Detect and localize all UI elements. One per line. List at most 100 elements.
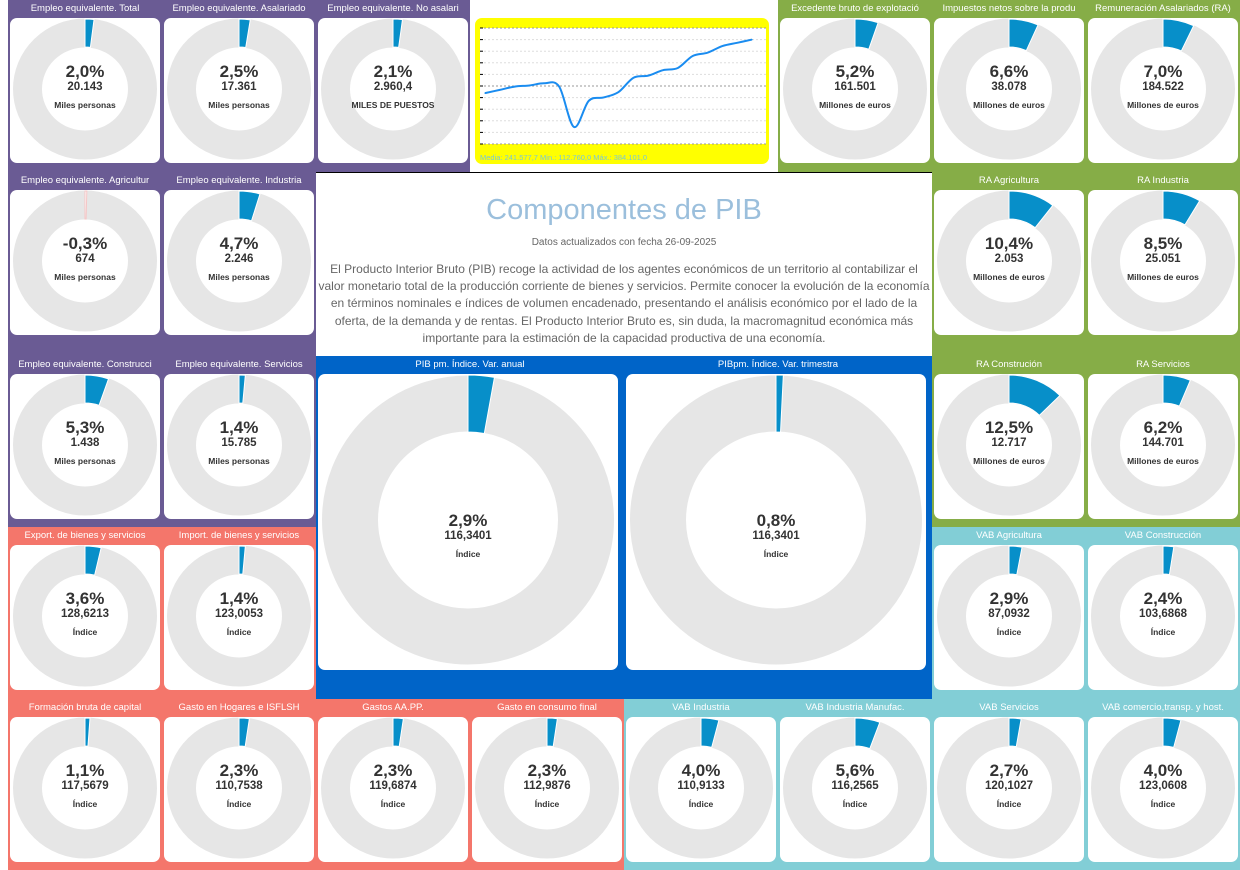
donut-value-arc [854, 717, 881, 750]
donut-value-arc [1162, 545, 1175, 576]
donut-value-arc [1008, 545, 1023, 576]
sparkline-stats: Media: 241.577,7 Min.: 112.760,0 Máx.: 3… [480, 153, 648, 162]
donut-value-arc [238, 717, 250, 748]
gauge-title: Import. de bienes y servicios [178, 530, 300, 541]
gauge-unit: Índice [996, 627, 1022, 637]
gauge-card: 1,4% 15.785 Miles personas [164, 374, 314, 519]
gauge-title: Empleo equivalente. Total [30, 3, 140, 14]
gauge-unit: Miles personas [54, 100, 116, 110]
gauge-percent: 1,1% [65, 761, 105, 780]
gauge-card: 12,5% 12.717 Millones de euros [934, 374, 1084, 519]
gauge-card: 2,9% 87,0932 Índice [934, 545, 1084, 690]
gauge-card: 2,5% 17.361 Miles personas [164, 18, 314, 163]
donut-gauge [937, 545, 1081, 687]
gauge-card: 5,2% 161.501 Millones de euros [780, 18, 930, 163]
donut-value-arc [84, 717, 91, 747]
description: El Producto Interior Bruto (PIB) recoge … [318, 262, 930, 345]
donut-value-arc [1162, 18, 1195, 52]
donut-value-arc [1008, 374, 1061, 416]
donut-gauge [167, 190, 311, 332]
gauge-card: 4,0% 123,0608 Índice [1088, 717, 1238, 862]
sparkline-chart: Media: 241.577,7 Min.: 112.760,0 Máx.: 3… [475, 18, 769, 164]
gauge-title: PIB pm. Índice. Var. anual [415, 359, 525, 370]
gauge-unit: Índice [226, 627, 252, 637]
gauge-card: 2,0% 20.143 Miles personas [10, 18, 160, 163]
donut-value-arc [238, 190, 261, 222]
data-point [706, 52, 709, 54]
donut-value-arc [854, 18, 879, 50]
gauge-value: 2.960,4 [373, 81, 413, 93]
gauge-percent: 2,9% [989, 589, 1029, 608]
donut-gauge [13, 18, 157, 160]
gauge-unit: Millones de euros [973, 456, 1045, 466]
sparkline-plot [480, 27, 766, 145]
gauge-card: 8,5% 25.051 Millones de euros [1088, 190, 1238, 335]
donut-value-arc [467, 374, 496, 435]
gauge-percent: 2,5% [219, 62, 259, 81]
donut-value-arc [775, 374, 784, 433]
data-point [736, 42, 738, 44]
gauge-percent: 2,0% [65, 62, 105, 81]
gauge-title: RA Construción [975, 359, 1042, 370]
donut-gauge [321, 18, 465, 160]
gauge-title: RA Servicios [1136, 359, 1190, 370]
gauge-percent: -0,3% [62, 234, 108, 253]
gauge-percent: 2,1% [373, 62, 413, 81]
gauge-percent: 5,6% [835, 761, 875, 780]
gauge-value: 87,0932 [988, 608, 1030, 620]
gauge-value: 128,6213 [61, 608, 109, 620]
gauge-card: 2,3% 119,6874 Índice [318, 717, 468, 862]
gauge-card: 2,3% 112,9876 Índice [472, 717, 622, 862]
gauge-value: 103,6868 [1139, 608, 1187, 620]
gauge-value: 20.143 [67, 81, 103, 93]
donut-gauge [629, 717, 773, 859]
gauge-percent: 1,4% [219, 418, 259, 437]
donut-gauge [630, 374, 922, 665]
gauge-value: 2.246 [224, 253, 254, 265]
gauge-unit: Índice [72, 627, 98, 637]
gauge-card: 4,7% 2.246 Miles personas [164, 190, 314, 335]
gauge-value: 116,2565 [831, 780, 879, 792]
gauge-value: 12.717 [991, 437, 1027, 449]
gauge-title: Gasto en Hogares e ISFLSH [178, 702, 300, 713]
gauge-card: 2,3% 110,7538 Índice [164, 717, 314, 862]
donut-value-arc [1008, 717, 1022, 748]
gauge-title: VAB Industria [672, 702, 730, 713]
donut-value-arc [392, 18, 404, 48]
gauge-percent: 2,4% [1143, 589, 1183, 608]
donut-gauge [937, 374, 1081, 516]
update-date: Datos actualizados con fecha 26-09-2025 [531, 237, 717, 248]
gauge-title: RA Industria [1137, 175, 1189, 186]
gauge-percent: 4,7% [219, 234, 259, 253]
gauge-value: 112,9876 [523, 780, 571, 792]
gauge-unit: Índice [72, 799, 98, 809]
gauge-value: 1.438 [70, 437, 100, 449]
gauge-percent: 5,3% [65, 418, 105, 437]
gauge-unit: Millones de euros [973, 100, 1045, 110]
gauge-value: 38.078 [991, 81, 1027, 93]
gauge-value: 17.361 [221, 81, 257, 93]
donut-gauge [783, 717, 927, 859]
gauge-value: 117,5679 [61, 780, 109, 792]
donut-gauge [1091, 545, 1235, 687]
gauge-percent: 2,3% [219, 761, 259, 780]
gauge-title: Empleo equivalente. Agricultur [20, 175, 150, 186]
data-point [603, 96, 605, 99]
donut-value-arc [392, 717, 404, 748]
gauge-card: 6,2% 144.701 Millones de euros [1088, 374, 1238, 519]
donut-gauge [167, 717, 311, 859]
gauge-value: 123,0608 [1139, 780, 1187, 792]
donut-gauge [937, 190, 1081, 332]
gauge-title: VAB comercio,transp. y host. [1102, 702, 1224, 713]
donut-gauge [1091, 190, 1235, 332]
gauge-card: 4,0% 110,9133 Índice [626, 717, 776, 862]
donut-gauge [1091, 717, 1235, 859]
gauge-title: VAB Industria Manufac. [805, 702, 905, 713]
gauge-percent: 4,0% [1143, 761, 1183, 780]
gauge-value: 110,9133 [677, 780, 725, 792]
gauge-percent: 10,4% [984, 234, 1034, 253]
gauge-value: 184.522 [1142, 81, 1184, 93]
donut-gauge [1091, 18, 1235, 160]
donut-gauge [937, 717, 1081, 859]
gauge-title: Empleo equivalente. Asalariado [172, 3, 306, 14]
